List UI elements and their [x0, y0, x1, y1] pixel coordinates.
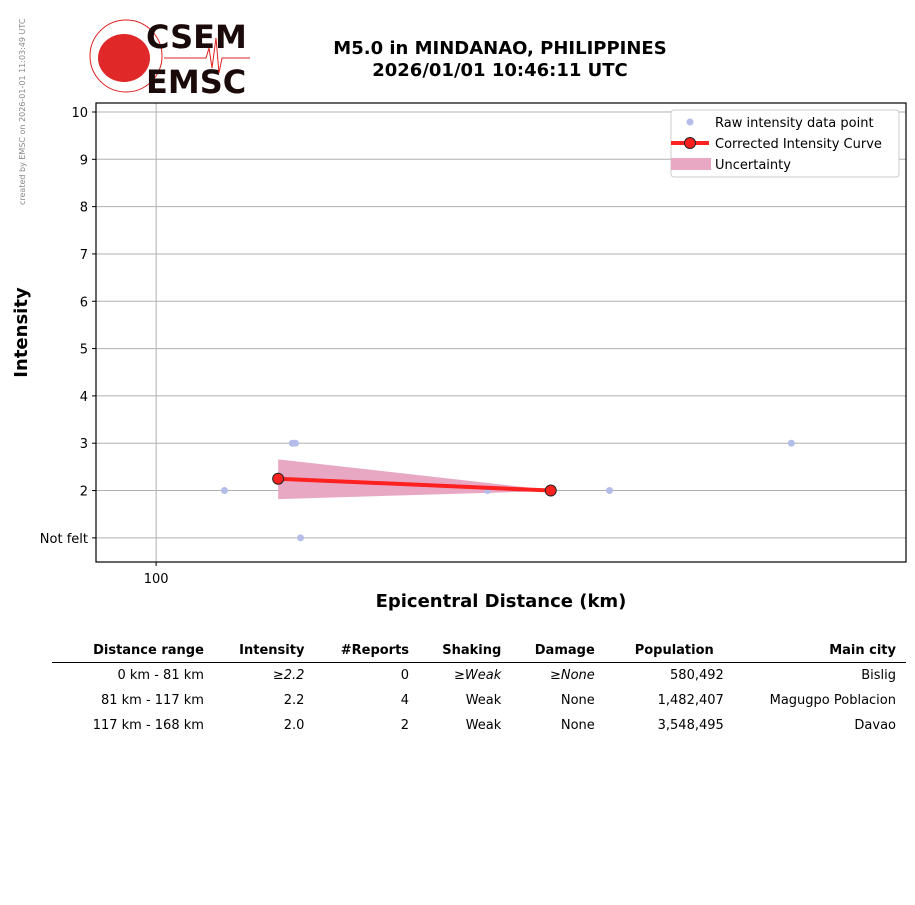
- y-tick-label: Not felt: [40, 532, 88, 547]
- y-tick-label: 8: [80, 201, 88, 216]
- table-cell: ≥Weak: [454, 668, 502, 683]
- column-header: Shaking: [419, 640, 512, 663]
- corrected-curve-point: [272, 472, 285, 485]
- column-header: Distance range: [52, 640, 214, 663]
- legend-raw-label: Raw intensity data point: [715, 116, 874, 131]
- y-axis-label: Intensity: [11, 287, 32, 378]
- legend-curve-label: Corrected Intensity Curve: [715, 137, 882, 152]
- table-cell: 2: [400, 718, 410, 733]
- svg-text:CSEM: CSEM: [146, 18, 247, 56]
- plot-frame: [95, 102, 907, 563]
- legend-curve-marker: [684, 137, 696, 149]
- corrected-curve-point: [544, 484, 557, 497]
- column-header: Population: [604, 640, 724, 663]
- table-cell: ≥2.2: [272, 668, 305, 683]
- column-header: Damage: [511, 640, 605, 663]
- y-tick-label: 5: [80, 343, 88, 358]
- table-cell: 117 km - 168 km: [92, 718, 204, 733]
- corrected-curve-line: [278, 476, 551, 493]
- x-axis-label: Epicentral Distance (km): [376, 591, 627, 612]
- column-header: Intensity: [213, 640, 315, 663]
- table-cell: Magugpo Poblacion: [769, 693, 896, 708]
- table-cell: 580,492: [670, 668, 724, 683]
- table-cell: None: [560, 718, 595, 733]
- x-tick-label: 100: [144, 572, 169, 587]
- y-tick-label: 4: [80, 390, 88, 405]
- table-row: 117 km - 168 km 2.0 2 Weak None 3,548,495 Dava…: [52, 713, 906, 738]
- y-tick-label: 10: [71, 106, 88, 121]
- raw-data-point: [291, 439, 299, 447]
- y-tick-label: 6: [80, 295, 88, 310]
- table-cell: 1,482,407: [657, 693, 724, 708]
- table-cell: Weak: [465, 718, 502, 733]
- table-cell: Bislig: [861, 668, 896, 683]
- raw-data-point: [606, 487, 614, 495]
- svg-text:EMSC: EMSC: [146, 63, 246, 98]
- legend-uncertainty-swatch: [671, 158, 711, 170]
- y-tick-label: 7: [80, 248, 88, 263]
- y-tick-label: 2: [80, 485, 88, 500]
- y-tick-label: 9: [80, 153, 88, 168]
- raw-data-point: [787, 439, 795, 447]
- column-header: #Reports: [314, 640, 420, 663]
- table-cell: ≥None: [549, 668, 595, 683]
- chart-title: M5.0 in MINDANAO, PHILIPPINES 2026/01/01…: [250, 38, 750, 82]
- table-row: 0 km - 81 km ≥2.2 0 ≥Weak ≥None 580,492 Bislig: [52, 663, 906, 689]
- intensity-chart: Not felt 2 3 4 5 6 7 8 9 10 100 Epicentral Distance…: [11, 102, 907, 612]
- table-cell: 0 km - 81 km: [117, 668, 204, 683]
- raw-data-point: [220, 487, 228, 495]
- table-cell: 2.2: [283, 693, 305, 708]
- title-line2: 2026/01/01 10:46:11 UTC: [372, 60, 628, 81]
- table-cell: Davao: [854, 718, 896, 733]
- table-cell: 0: [400, 668, 410, 683]
- intensity-table: Distance range Intensity #Reports Shaking Da…: [52, 640, 906, 738]
- table-cell: 4: [400, 693, 410, 708]
- y-tick-label: 3: [80, 437, 88, 452]
- table-cell: 81 km - 117 km: [100, 693, 204, 708]
- table-row: 81 km - 117 km 2.2 4 Weak None 1,482,407 Magug…: [52, 688, 906, 713]
- title-line1: M5.0 in MINDANAO, PHILIPPINES: [333, 38, 667, 59]
- legend-uncertainty-label: Uncertainty: [715, 158, 791, 173]
- table-cell: 2.0: [283, 718, 305, 733]
- table-cell: 3,548,495: [657, 718, 724, 733]
- column-header: Main city: [723, 640, 906, 663]
- raw-data-point: [296, 534, 304, 542]
- table-cell: None: [560, 693, 595, 708]
- emsc-logo: CSEM EMSC: [89, 18, 250, 98]
- legend-raw-marker: [686, 118, 694, 126]
- table-cell: Weak: [465, 693, 502, 708]
